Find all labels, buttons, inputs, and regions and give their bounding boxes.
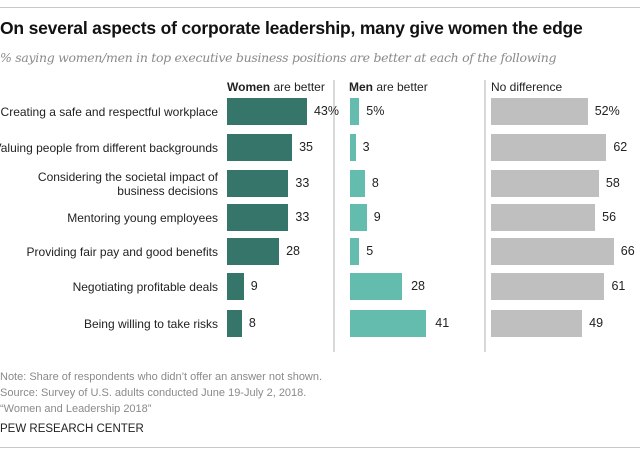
value-label: 8 — [371, 176, 379, 190]
category-label-line: Providing fair pay and good benefits — [26, 244, 218, 259]
men-header-rest: are better — [373, 80, 428, 94]
category-label: Creating a safe and respectful workplace — [1, 105, 218, 119]
bar-men — [350, 134, 356, 161]
footnote: Note: Share of respondents who didn’t of… — [0, 371, 323, 383]
bar-no-difference — [491, 273, 605, 300]
bar-no-difference — [491, 134, 607, 161]
value-label: 56 — [602, 210, 617, 224]
men-header-bold: Men — [349, 80, 373, 94]
value-label: 3 — [362, 140, 370, 154]
category-label: Considering the societal impact of busine… — [38, 170, 218, 198]
bar-men — [350, 310, 427, 337]
bar-men — [350, 238, 360, 265]
bar-men — [350, 273, 403, 300]
value-label: 62 — [613, 140, 628, 154]
bar-women — [227, 273, 244, 300]
column-divider — [484, 80, 486, 352]
column-header-men: Men are better — [349, 80, 428, 94]
value-label: 49 — [589, 316, 604, 330]
category-label-line: Mentoring young employees — [67, 210, 218, 225]
bar-women — [227, 170, 289, 197]
bar-no-difference — [491, 310, 583, 337]
category-label: Valuing people from different background… — [0, 141, 218, 155]
bar-women — [227, 238, 280, 265]
bar-no-difference — [491, 238, 614, 265]
value-label: 28 — [411, 279, 425, 293]
value-label: 9 — [373, 210, 381, 224]
value-label: 5% — [366, 104, 385, 118]
category-label-line: Creating a safe and respectful workplace — [0, 104, 218, 119]
bar-no-difference — [491, 98, 588, 125]
value-label: 28 — [286, 244, 300, 258]
value-label: 33 — [295, 176, 310, 190]
org-name: PEW RESEARCH CENTER — [0, 423, 144, 435]
chart-title: On several aspects of corporate leadersh… — [0, 18, 583, 38]
bar-no-difference — [491, 204, 596, 231]
no-difference-header: No difference — [491, 80, 563, 94]
bar-women — [227, 134, 293, 161]
value-label: 35 — [299, 140, 313, 154]
value-label: 9 — [250, 279, 258, 293]
category-label: Providing fair pay and good benefits — [27, 245, 218, 259]
category-label-line: business decisions — [117, 183, 218, 198]
value-label: 66 — [620, 244, 635, 258]
value-label: 41 — [435, 316, 450, 330]
category-label-line: Being willing to take risks — [83, 316, 218, 331]
bar-men — [350, 204, 367, 231]
bar-no-difference — [491, 170, 599, 197]
value-label: 5 — [366, 244, 374, 258]
bar-men — [350, 170, 365, 197]
value-label: 58 — [605, 176, 620, 190]
source: Source: Survey of U.S. adults conducted … — [0, 387, 307, 399]
category-label-line: Valuing people from different background… — [0, 140, 218, 155]
category-label: Negotiating profitable deals — [73, 280, 218, 294]
category-label: Mentoring young employees — [67, 211, 218, 225]
column-header-no-difference: No difference — [491, 80, 562, 94]
value-label: 43% — [313, 104, 339, 118]
women-header-bold: Women — [227, 80, 271, 94]
bar-women — [227, 98, 307, 125]
category-label-line: Negotiating profitable deals — [72, 279, 218, 294]
bar-men — [350, 98, 360, 125]
value-label: 52% — [594, 104, 620, 118]
bottom-rule — [0, 447, 640, 448]
value-label: 8 — [248, 316, 256, 330]
bar-women — [227, 310, 242, 337]
value-label: 33 — [295, 210, 310, 224]
category-label-line: Considering the societal impact of — [37, 169, 218, 184]
category-label: Being willing to take risks — [84, 317, 218, 331]
women-header-rest: are better — [270, 80, 325, 94]
value-label: 61 — [611, 279, 626, 293]
report-title: “Women and Leadership 2018” — [0, 403, 152, 415]
column-divider — [333, 80, 335, 352]
top-rule — [0, 7, 640, 8]
bar-women — [227, 204, 289, 231]
chart-subtitle: % saying women/men in top executive busi… — [0, 50, 557, 65]
column-header-women: Women are better — [227, 80, 325, 94]
